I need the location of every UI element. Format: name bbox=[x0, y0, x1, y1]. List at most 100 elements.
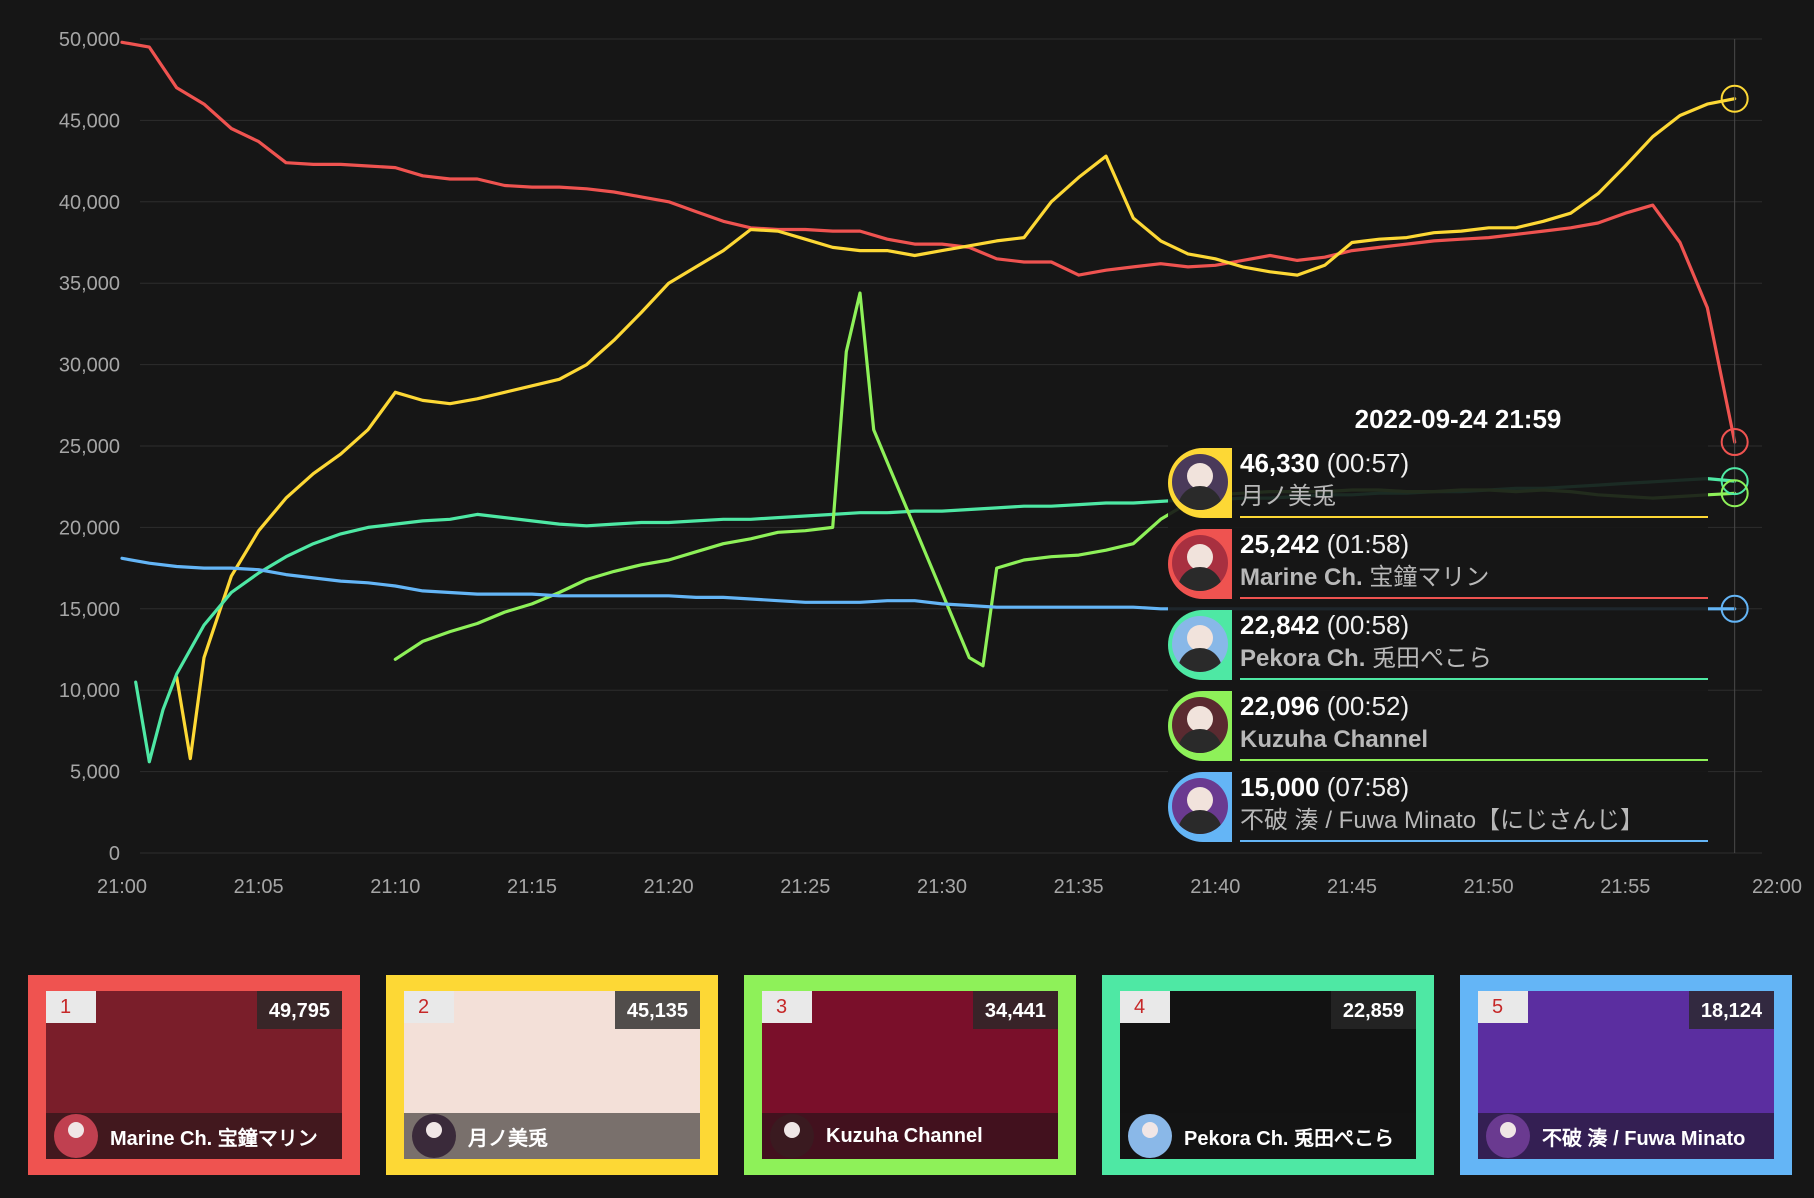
series-line bbox=[175, 97, 1737, 761]
tooltip-value: 15,000 (07:58) bbox=[1240, 770, 1708, 804]
channel-avatar bbox=[412, 1114, 456, 1158]
viewer-count: 25,242 bbox=[1240, 529, 1320, 559]
tooltip-row-underline bbox=[1240, 759, 1708, 761]
hover-marker bbox=[1720, 428, 1749, 457]
viewer-chart: 50,000 45,000 40,000 35,000 30,000 25,000 20,0… bbox=[59, 29, 1802, 898]
hover-marker bbox=[1720, 479, 1749, 508]
x-tick-label: 21:35 bbox=[1054, 876, 1104, 898]
channel-name: 不破 湊 / Fuwa Minato【にじさんじ】 bbox=[1240, 804, 1708, 838]
card-channel-bar: Pekora Ch. 兎田ぺこら bbox=[1120, 1113, 1416, 1159]
channel-name: Kuzuha Channel bbox=[1240, 723, 1708, 757]
hover-markers bbox=[1720, 84, 1749, 623]
tooltip-row-underline bbox=[1240, 516, 1708, 518]
card-channel-name: 月ノ美兎 bbox=[468, 1127, 548, 1150]
channel-name-text: 宝鐘マリン bbox=[1362, 564, 1490, 591]
y-tick-label: 30,000 bbox=[59, 355, 120, 377]
rank-badge: 5 bbox=[1478, 991, 1528, 1023]
stream-card[interactable]: 1 49,795 Marine Ch. 宝鐘マリン bbox=[28, 975, 360, 1175]
card-channel-name: Pekora Ch. 兎田ぺこら bbox=[1184, 1127, 1395, 1150]
y-axis: 50,000 45,000 40,000 35,000 30,000 25,000 20,0… bbox=[59, 29, 120, 865]
rank-badge: 3 bbox=[762, 991, 812, 1023]
x-axis: 21:00 21:05 21:10 21:15 21:20 21:25 21:30 21:35… bbox=[97, 876, 1802, 898]
tooltip-row: 22,096 (00:52) Kuzuha Channel bbox=[1168, 689, 1708, 770]
series-line bbox=[120, 40, 1737, 444]
channel-name-text: 不破 湊 / Fuwa Minato【にじさんじ】 bbox=[1240, 807, 1645, 834]
y-tick-label: 20,000 bbox=[59, 517, 120, 539]
channel-name: Marine Ch. 宝鐘マリン bbox=[1240, 561, 1708, 595]
peak-viewer-count: 34,441 bbox=[972, 991, 1058, 1029]
tooltip-avatar-frame bbox=[1168, 448, 1232, 518]
x-tick-label: 21:10 bbox=[370, 876, 420, 898]
tooltip-avatar-frame bbox=[1168, 691, 1232, 761]
channel-avatar bbox=[1172, 454, 1228, 510]
x-tick-label: 21:50 bbox=[1464, 876, 1514, 898]
hover-marker bbox=[1720, 467, 1749, 496]
rank-badge: 1 bbox=[46, 991, 96, 1023]
channel-avatar bbox=[1486, 1114, 1530, 1158]
rank-badge: 4 bbox=[1120, 991, 1170, 1023]
peak-viewer-count: 22,859 bbox=[1330, 991, 1416, 1029]
y-tick-label: 25,000 bbox=[59, 436, 120, 458]
x-tick-label: 21:45 bbox=[1327, 876, 1377, 898]
x-tick-label: 21:05 bbox=[234, 876, 284, 898]
rank-badge: 2 bbox=[404, 991, 454, 1023]
x-tick-label: 21:20 bbox=[644, 876, 694, 898]
channel-avatar bbox=[1128, 1114, 1172, 1158]
x-tick-label: 21:25 bbox=[780, 876, 830, 898]
stream-duration: (00:57) bbox=[1326, 448, 1410, 478]
x-tick-label: 21:30 bbox=[917, 876, 967, 898]
tooltip-value: 22,842 (00:58) bbox=[1240, 608, 1708, 642]
channel-avatar bbox=[1172, 697, 1228, 753]
tooltip-row-underline bbox=[1240, 840, 1708, 842]
y-tick-label: 35,000 bbox=[59, 273, 120, 295]
card-channel-bar: Kuzuha Channel bbox=[762, 1113, 1058, 1159]
tooltip-avatar-frame bbox=[1168, 529, 1232, 599]
card-channel-bar: 不破 湊 / Fuwa Minato bbox=[1478, 1113, 1774, 1159]
viewer-count: 22,096 bbox=[1240, 691, 1320, 721]
tooltip-date: 2022-09-24 21:59 bbox=[1354, 404, 1562, 434]
y-tick-label: 50,000 bbox=[59, 29, 120, 51]
hover-marker bbox=[1720, 594, 1749, 623]
card-channel-bar: Marine Ch. 宝鐘マリン bbox=[46, 1113, 342, 1159]
channel-name: Pekora Ch. 兎田ぺこら bbox=[1240, 642, 1708, 676]
hover-marker bbox=[1720, 84, 1749, 113]
x-tick-label: 21:40 bbox=[1190, 876, 1240, 898]
viewer-count: 15,000 bbox=[1240, 772, 1320, 802]
viewer-count: 22,842 bbox=[1240, 610, 1320, 640]
card-channel-name: Kuzuha Channel bbox=[826, 1124, 983, 1147]
tooltip-row-underline bbox=[1240, 678, 1708, 680]
y-tick-label: 15,000 bbox=[59, 599, 120, 621]
tooltip-row-underline bbox=[1240, 597, 1708, 599]
y-tick-label: 45,000 bbox=[59, 110, 120, 132]
channel-name: 月ノ美兎 bbox=[1240, 480, 1708, 514]
tooltip-value: 25,242 (01:58) bbox=[1240, 527, 1708, 561]
hover-tooltip: 2022-09-24 21:59 46,330 (00:57) 月ノ美兎 25,24… bbox=[1168, 392, 1708, 851]
tooltip-avatar-frame bbox=[1168, 772, 1232, 842]
card-channel-bar: 月ノ美兎 bbox=[404, 1113, 700, 1159]
stream-duration: (00:58) bbox=[1326, 610, 1410, 640]
stream-card[interactable]: 4 22,859 Pekora Ch. 兎田ぺこら bbox=[1102, 975, 1434, 1175]
peak-viewer-count: 49,795 bbox=[256, 991, 342, 1029]
stream-card[interactable]: 3 34,441 Kuzuha Channel bbox=[744, 975, 1076, 1175]
stream-duration: (00:52) bbox=[1326, 691, 1410, 721]
tooltip-value: 46,330 (00:57) bbox=[1240, 446, 1708, 480]
card-channel-name: Marine Ch. 宝鐘マリン bbox=[110, 1127, 318, 1150]
tooltip-row: 46,330 (00:57) 月ノ美兎 bbox=[1168, 446, 1708, 527]
stream-card[interactable]: 5 18,124 不破 湊 / Fuwa Minato bbox=[1460, 975, 1792, 1175]
x-tick-label: 22:00 bbox=[1752, 876, 1802, 898]
tooltip-row: 15,000 (07:58) 不破 湊 / Fuwa Minato【にじさんじ】 bbox=[1168, 770, 1708, 851]
channel-name-latin: Kuzuha Channel bbox=[1240, 726, 1429, 753]
peak-viewer-count: 45,135 bbox=[614, 991, 700, 1029]
channel-name-latin: Marine Ch. bbox=[1240, 564, 1363, 591]
x-tick-label: 21:55 bbox=[1600, 876, 1650, 898]
stream-card[interactable]: 2 45,135 月ノ美兎 bbox=[386, 975, 718, 1175]
channel-avatar bbox=[1172, 778, 1228, 834]
channel-name-text: 兎田ぺこら bbox=[1365, 645, 1493, 672]
stream-duration: (01:58) bbox=[1326, 529, 1410, 559]
y-tick-label: 0 bbox=[109, 843, 120, 865]
channel-avatar bbox=[1172, 616, 1228, 672]
channel-name-text: 月ノ美兎 bbox=[1240, 483, 1336, 510]
tooltip-value: 22,096 (00:52) bbox=[1240, 689, 1708, 723]
channel-name-latin: Pekora Ch. bbox=[1240, 645, 1366, 672]
tooltip-row: 22,842 (00:58) Pekora Ch. 兎田ぺこら bbox=[1168, 608, 1708, 689]
